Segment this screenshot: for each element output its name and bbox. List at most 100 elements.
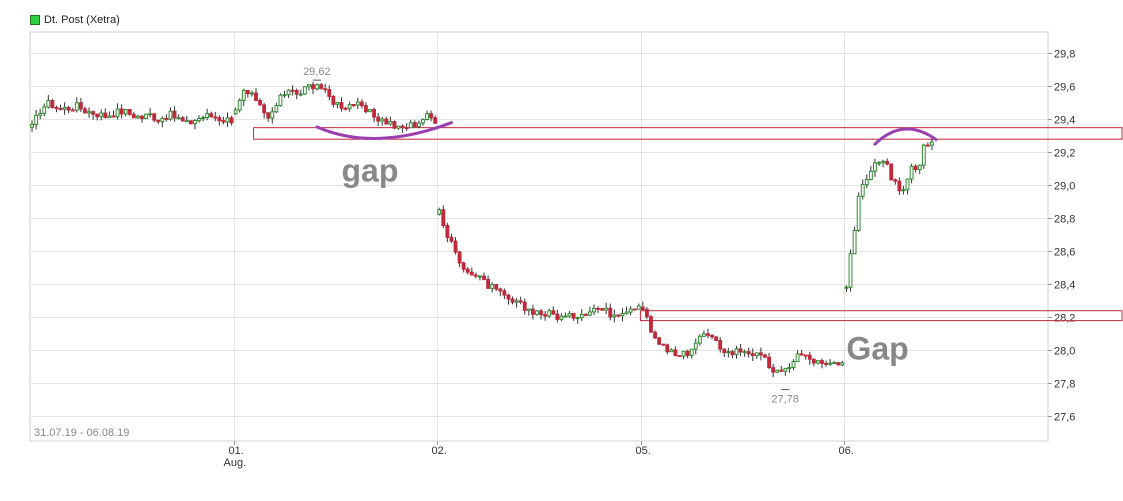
candle <box>746 351 751 355</box>
candle <box>693 342 698 350</box>
candle <box>156 119 161 123</box>
x-tick-label: 01. <box>229 445 244 457</box>
candle <box>473 274 478 277</box>
candle <box>714 336 719 342</box>
candle <box>290 89 295 92</box>
candle <box>824 362 829 365</box>
legend-label: Dt. Post (Xetra) <box>44 14 120 26</box>
y-tick-label: 29,8 <box>1054 49 1075 61</box>
candle <box>754 352 759 357</box>
candle <box>718 340 723 350</box>
candle <box>311 84 315 90</box>
candle <box>579 313 584 319</box>
candle <box>604 307 609 311</box>
candle <box>412 122 417 128</box>
y-tick-label: 28,6 <box>1054 247 1075 259</box>
candle <box>522 301 527 311</box>
candle <box>201 116 205 120</box>
candle <box>184 120 189 123</box>
candle <box>559 315 564 320</box>
candle <box>697 335 702 344</box>
candle <box>95 113 100 118</box>
candle <box>811 358 816 364</box>
candle <box>209 113 214 118</box>
candle <box>368 109 372 113</box>
candle <box>351 104 356 107</box>
candle <box>587 311 592 316</box>
candle <box>665 344 670 353</box>
candle <box>518 300 523 303</box>
candle <box>115 108 120 118</box>
candle <box>298 93 303 96</box>
candle <box>323 88 328 91</box>
candle <box>864 179 869 186</box>
y-tick-label: 28,2 <box>1054 313 1075 325</box>
candle <box>758 352 763 356</box>
y-tick-label: 28,4 <box>1054 280 1075 292</box>
candle <box>445 225 450 238</box>
candle <box>677 355 682 358</box>
candle <box>530 308 535 315</box>
gap-annotation-lower: Gap <box>846 330 908 366</box>
candle <box>583 313 588 316</box>
candle <box>600 308 605 311</box>
candle <box>217 117 222 122</box>
candle <box>779 369 784 372</box>
x-tick-label: 02. <box>432 445 447 457</box>
candle <box>400 125 405 129</box>
y-tick-label: 29,4 <box>1054 115 1075 127</box>
candle <box>689 348 694 356</box>
candle <box>930 141 934 146</box>
candle <box>30 123 34 128</box>
candle <box>140 115 144 120</box>
candle <box>860 184 865 197</box>
gap-zone <box>253 127 1123 140</box>
candle <box>213 116 218 119</box>
candle <box>107 115 112 118</box>
candle <box>840 362 845 366</box>
candle <box>636 305 641 310</box>
candle <box>547 310 552 317</box>
date-range-label: 31.07.19 - 06.08.19 <box>34 427 129 439</box>
y-tick-label: 27,8 <box>1054 379 1075 391</box>
candle <box>384 118 389 125</box>
candle <box>233 109 238 115</box>
legend-swatch <box>30 15 40 25</box>
candle <box>359 101 364 107</box>
candle <box>681 350 686 357</box>
candle <box>787 366 792 369</box>
x-tick-sublabel: Aug. <box>224 457 247 469</box>
candle <box>575 317 580 320</box>
candle <box>355 101 360 106</box>
candle <box>514 300 519 303</box>
candle <box>486 278 491 289</box>
candle <box>771 367 776 373</box>
candle <box>87 111 91 114</box>
candle <box>539 310 543 316</box>
candle <box>58 108 63 111</box>
candle <box>873 162 877 172</box>
candle <box>730 351 735 356</box>
candle <box>494 284 499 290</box>
candle <box>913 165 918 171</box>
candle <box>388 121 393 125</box>
candle <box>844 286 849 289</box>
candle <box>425 113 429 120</box>
chart-legend: Dt. Post (Xetra) <box>30 14 120 26</box>
candle <box>897 180 902 192</box>
candle <box>315 84 320 90</box>
purple-arc-peak <box>873 127 938 146</box>
candle <box>429 113 434 119</box>
candle <box>482 275 486 280</box>
y-tick-label: 29,2 <box>1054 148 1075 160</box>
candle <box>685 350 690 356</box>
candle <box>889 163 894 181</box>
candle <box>103 112 108 118</box>
candle <box>160 117 165 123</box>
purple-arc-dip <box>315 121 453 140</box>
candle <box>498 288 503 292</box>
candle <box>661 343 666 346</box>
candle <box>612 314 617 318</box>
candle <box>449 236 454 242</box>
